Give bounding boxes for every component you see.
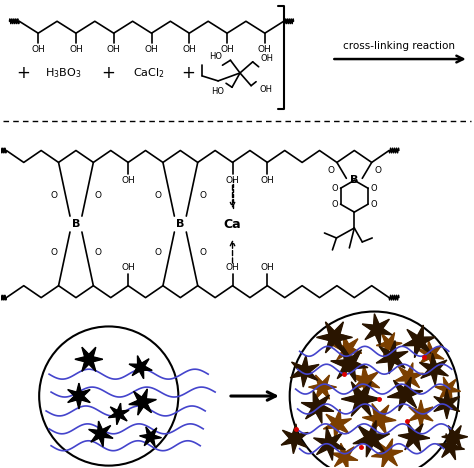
Polygon shape — [109, 403, 129, 424]
Text: OH: OH — [258, 44, 272, 54]
Text: OH: OH — [121, 263, 135, 272]
Text: B: B — [350, 176, 358, 185]
Text: B: B — [72, 219, 80, 229]
Polygon shape — [351, 366, 380, 397]
Polygon shape — [331, 443, 358, 468]
Polygon shape — [75, 347, 103, 371]
Polygon shape — [281, 424, 308, 453]
Polygon shape — [437, 434, 465, 460]
Text: +: + — [16, 64, 30, 82]
Polygon shape — [362, 403, 396, 434]
Polygon shape — [129, 389, 156, 415]
Polygon shape — [129, 356, 152, 379]
Polygon shape — [362, 314, 392, 345]
Polygon shape — [68, 383, 90, 409]
Text: O: O — [95, 191, 102, 200]
Text: O: O — [199, 191, 206, 200]
Text: Ca: Ca — [224, 218, 241, 231]
Polygon shape — [331, 346, 368, 382]
Polygon shape — [301, 391, 334, 423]
Text: OH: OH — [226, 263, 239, 272]
Circle shape — [290, 312, 459, 468]
Polygon shape — [140, 427, 162, 446]
Polygon shape — [442, 425, 468, 448]
Text: OH: OH — [121, 176, 135, 185]
Polygon shape — [376, 341, 408, 374]
Text: HO: HO — [211, 87, 224, 96]
Text: O: O — [155, 191, 162, 200]
Polygon shape — [323, 409, 351, 439]
Polygon shape — [419, 353, 448, 385]
Text: OH: OH — [260, 263, 274, 272]
Text: O: O — [95, 249, 102, 257]
Text: O: O — [50, 191, 57, 200]
Polygon shape — [394, 363, 423, 392]
Text: O: O — [371, 200, 377, 209]
Polygon shape — [309, 375, 337, 399]
Text: O: O — [328, 166, 335, 175]
Polygon shape — [290, 355, 319, 387]
Text: cross-linking reaction: cross-linking reaction — [343, 41, 455, 51]
Text: +: + — [101, 64, 115, 82]
Text: O: O — [155, 249, 162, 257]
Text: OH: OH — [259, 85, 272, 94]
Text: HO: HO — [210, 52, 222, 61]
Text: OH: OH — [107, 44, 120, 54]
Text: O: O — [50, 249, 57, 257]
Text: H$_3$BO$_3$: H$_3$BO$_3$ — [45, 66, 81, 80]
Text: OH: OH — [226, 176, 239, 185]
Polygon shape — [435, 377, 460, 401]
Text: O: O — [371, 184, 377, 193]
Text: OH: OH — [182, 44, 196, 54]
Text: OH: OH — [31, 44, 45, 54]
Text: OH: OH — [261, 54, 273, 63]
Polygon shape — [418, 341, 444, 368]
Text: OH: OH — [69, 44, 83, 54]
Polygon shape — [89, 421, 113, 446]
Polygon shape — [317, 322, 352, 353]
Circle shape — [39, 327, 178, 466]
Text: O: O — [331, 184, 338, 193]
Polygon shape — [434, 389, 460, 419]
Polygon shape — [372, 439, 403, 468]
Text: OH: OH — [260, 176, 274, 185]
Polygon shape — [387, 377, 423, 411]
Text: CaCl$_2$: CaCl$_2$ — [133, 66, 164, 80]
Polygon shape — [314, 427, 346, 461]
Text: O: O — [374, 166, 381, 175]
Text: OH: OH — [145, 44, 158, 54]
Polygon shape — [333, 335, 362, 364]
Polygon shape — [398, 423, 430, 451]
Text: O: O — [331, 200, 338, 209]
Text: OH: OH — [220, 44, 234, 54]
Polygon shape — [409, 400, 433, 428]
Polygon shape — [376, 333, 402, 356]
Polygon shape — [402, 325, 435, 358]
Polygon shape — [341, 382, 381, 416]
Text: O: O — [199, 249, 206, 257]
Text: B: B — [176, 219, 184, 229]
Text: +: + — [182, 64, 195, 82]
Polygon shape — [353, 421, 390, 457]
